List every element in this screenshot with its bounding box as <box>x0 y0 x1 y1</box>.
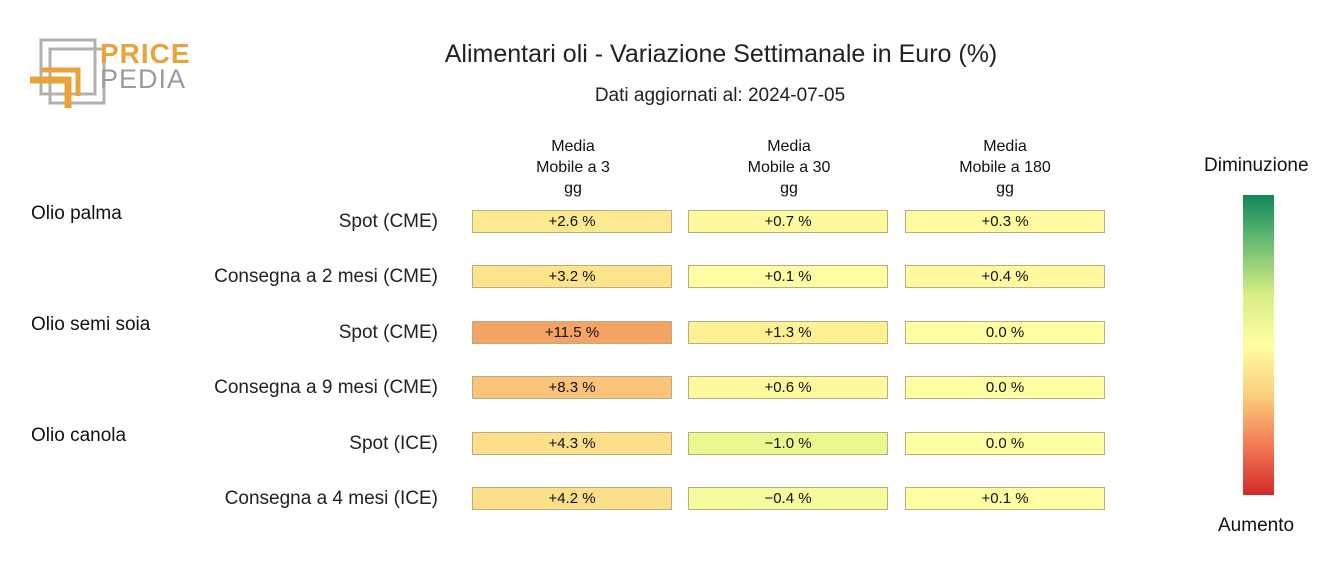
legend-color-scale <box>1243 195 1274 495</box>
legend-top-label: Diminuzione <box>1204 155 1309 176</box>
column-header-ma180: Media Mobile a 180 gg <box>904 136 1106 199</box>
row-label: Consegna a 9 mesi (CME) <box>214 377 438 398</box>
logo-pedia-text: PEDIA <box>100 64 187 94</box>
row-label: Spot (CME) <box>338 322 438 343</box>
heatmap-cell: +1.3 % <box>688 321 888 344</box>
heatmap-cell: +0.6 % <box>688 376 888 399</box>
legend-bottom-label: Aumento <box>1218 515 1295 536</box>
heatmap-cell: +0.7 % <box>688 210 888 233</box>
heatmap-cell: +4.2 % <box>472 487 672 510</box>
row-label: Consegna a 2 mesi (CME) <box>214 266 438 287</box>
column-header-ma30: Media Mobile a 30 gg <box>688 136 890 199</box>
column-header-line: Media Mobile a 180 gg <box>959 138 1051 197</box>
row-group-label: Olio palma <box>31 203 122 224</box>
heatmap-cell: 0.0 % <box>905 432 1105 455</box>
row-label: Spot (CME) <box>338 211 438 232</box>
heatmap-cell: +8.3 % <box>472 376 672 399</box>
heatmap-cell: 0.0 % <box>905 376 1105 399</box>
heatmap-cell: +11.5 % <box>472 321 672 344</box>
heatmap-cell: +0.3 % <box>905 210 1105 233</box>
chart-title: Alimentari oli - Variazione Settimanale … <box>444 40 998 68</box>
column-header-line: Media Mobile a 30 gg <box>747 138 831 197</box>
row-label: Spot (ICE) <box>349 433 438 454</box>
logo-mark-icon <box>30 38 106 108</box>
pricepedia-logo: PRICE PEDIA <box>28 36 191 110</box>
heatmap-cell: 0.0 % <box>905 321 1105 344</box>
row-group-label: Olio canola <box>31 425 127 446</box>
row-label: Consegna a 4 mesi (ICE) <box>224 488 438 509</box>
logo-price-text: PRICE <box>100 38 191 69</box>
column-header-line: Media Mobile a 3 gg <box>536 138 610 197</box>
heatmap-cell: +4.3 % <box>472 432 672 455</box>
heatmap-cell: −1.0 % <box>688 432 888 455</box>
heatmap-cell: −0.4 % <box>688 487 888 510</box>
heatmap-cell: +3.2 % <box>472 265 672 288</box>
column-header-ma3: Media Mobile a 3 gg <box>472 136 674 199</box>
heatmap-cell: +0.1 % <box>688 265 888 288</box>
row-group-label: Olio semi soia <box>31 314 151 335</box>
heatmap-cell: +0.1 % <box>905 487 1105 510</box>
chart-subtitle: Dati aggiornati al: 2024-07-05 <box>594 85 846 106</box>
heatmap-cell: +2.6 % <box>472 210 672 233</box>
heatmap-cell: +0.4 % <box>905 265 1105 288</box>
